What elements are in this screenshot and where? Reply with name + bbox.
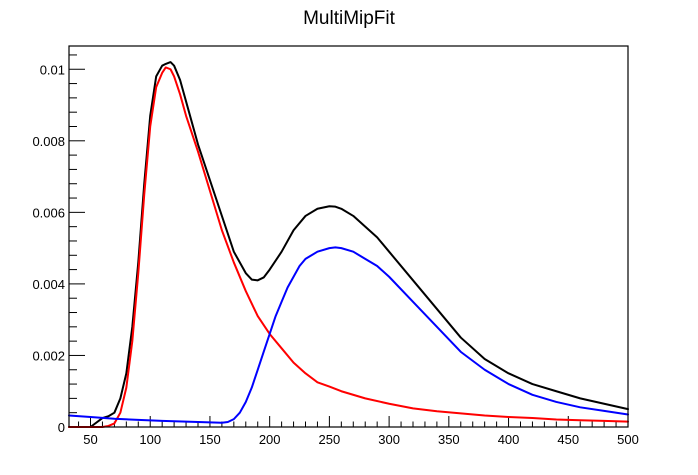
series-line-0 <box>68 61 629 428</box>
series-line-2 <box>68 246 629 424</box>
x-tick-label: 350 <box>438 432 460 447</box>
x-tick-label: 150 <box>199 432 221 447</box>
x-tick-label: 50 <box>83 432 97 447</box>
x-tick-label: 250 <box>319 432 341 447</box>
x-tick-label: 400 <box>498 432 520 447</box>
x-tick-label: 300 <box>378 432 400 447</box>
series-line-1 <box>68 66 629 428</box>
x-tick-label: 200 <box>259 432 281 447</box>
x-tick-label: 100 <box>139 432 161 447</box>
y-tick-label: 0.006 <box>32 205 65 220</box>
y-tick-label: 0.004 <box>32 277 65 292</box>
series-group <box>68 61 629 428</box>
plot-frame <box>68 45 629 428</box>
axis-tick-labels: 50 100 150 200 250 300 350 400 450 500 0 0.002 0.004… <box>32 62 638 447</box>
chart-title: MultiMipFit <box>303 8 396 29</box>
y-tick-label: 0.01 <box>40 62 65 77</box>
x-tick-label: 450 <box>557 432 579 447</box>
y-tick-label: 0 <box>58 420 65 435</box>
x-tick-label: 500 <box>617 432 639 447</box>
y-tick-label: 0.002 <box>32 348 65 363</box>
y-tick-label: 0.008 <box>32 134 65 149</box>
